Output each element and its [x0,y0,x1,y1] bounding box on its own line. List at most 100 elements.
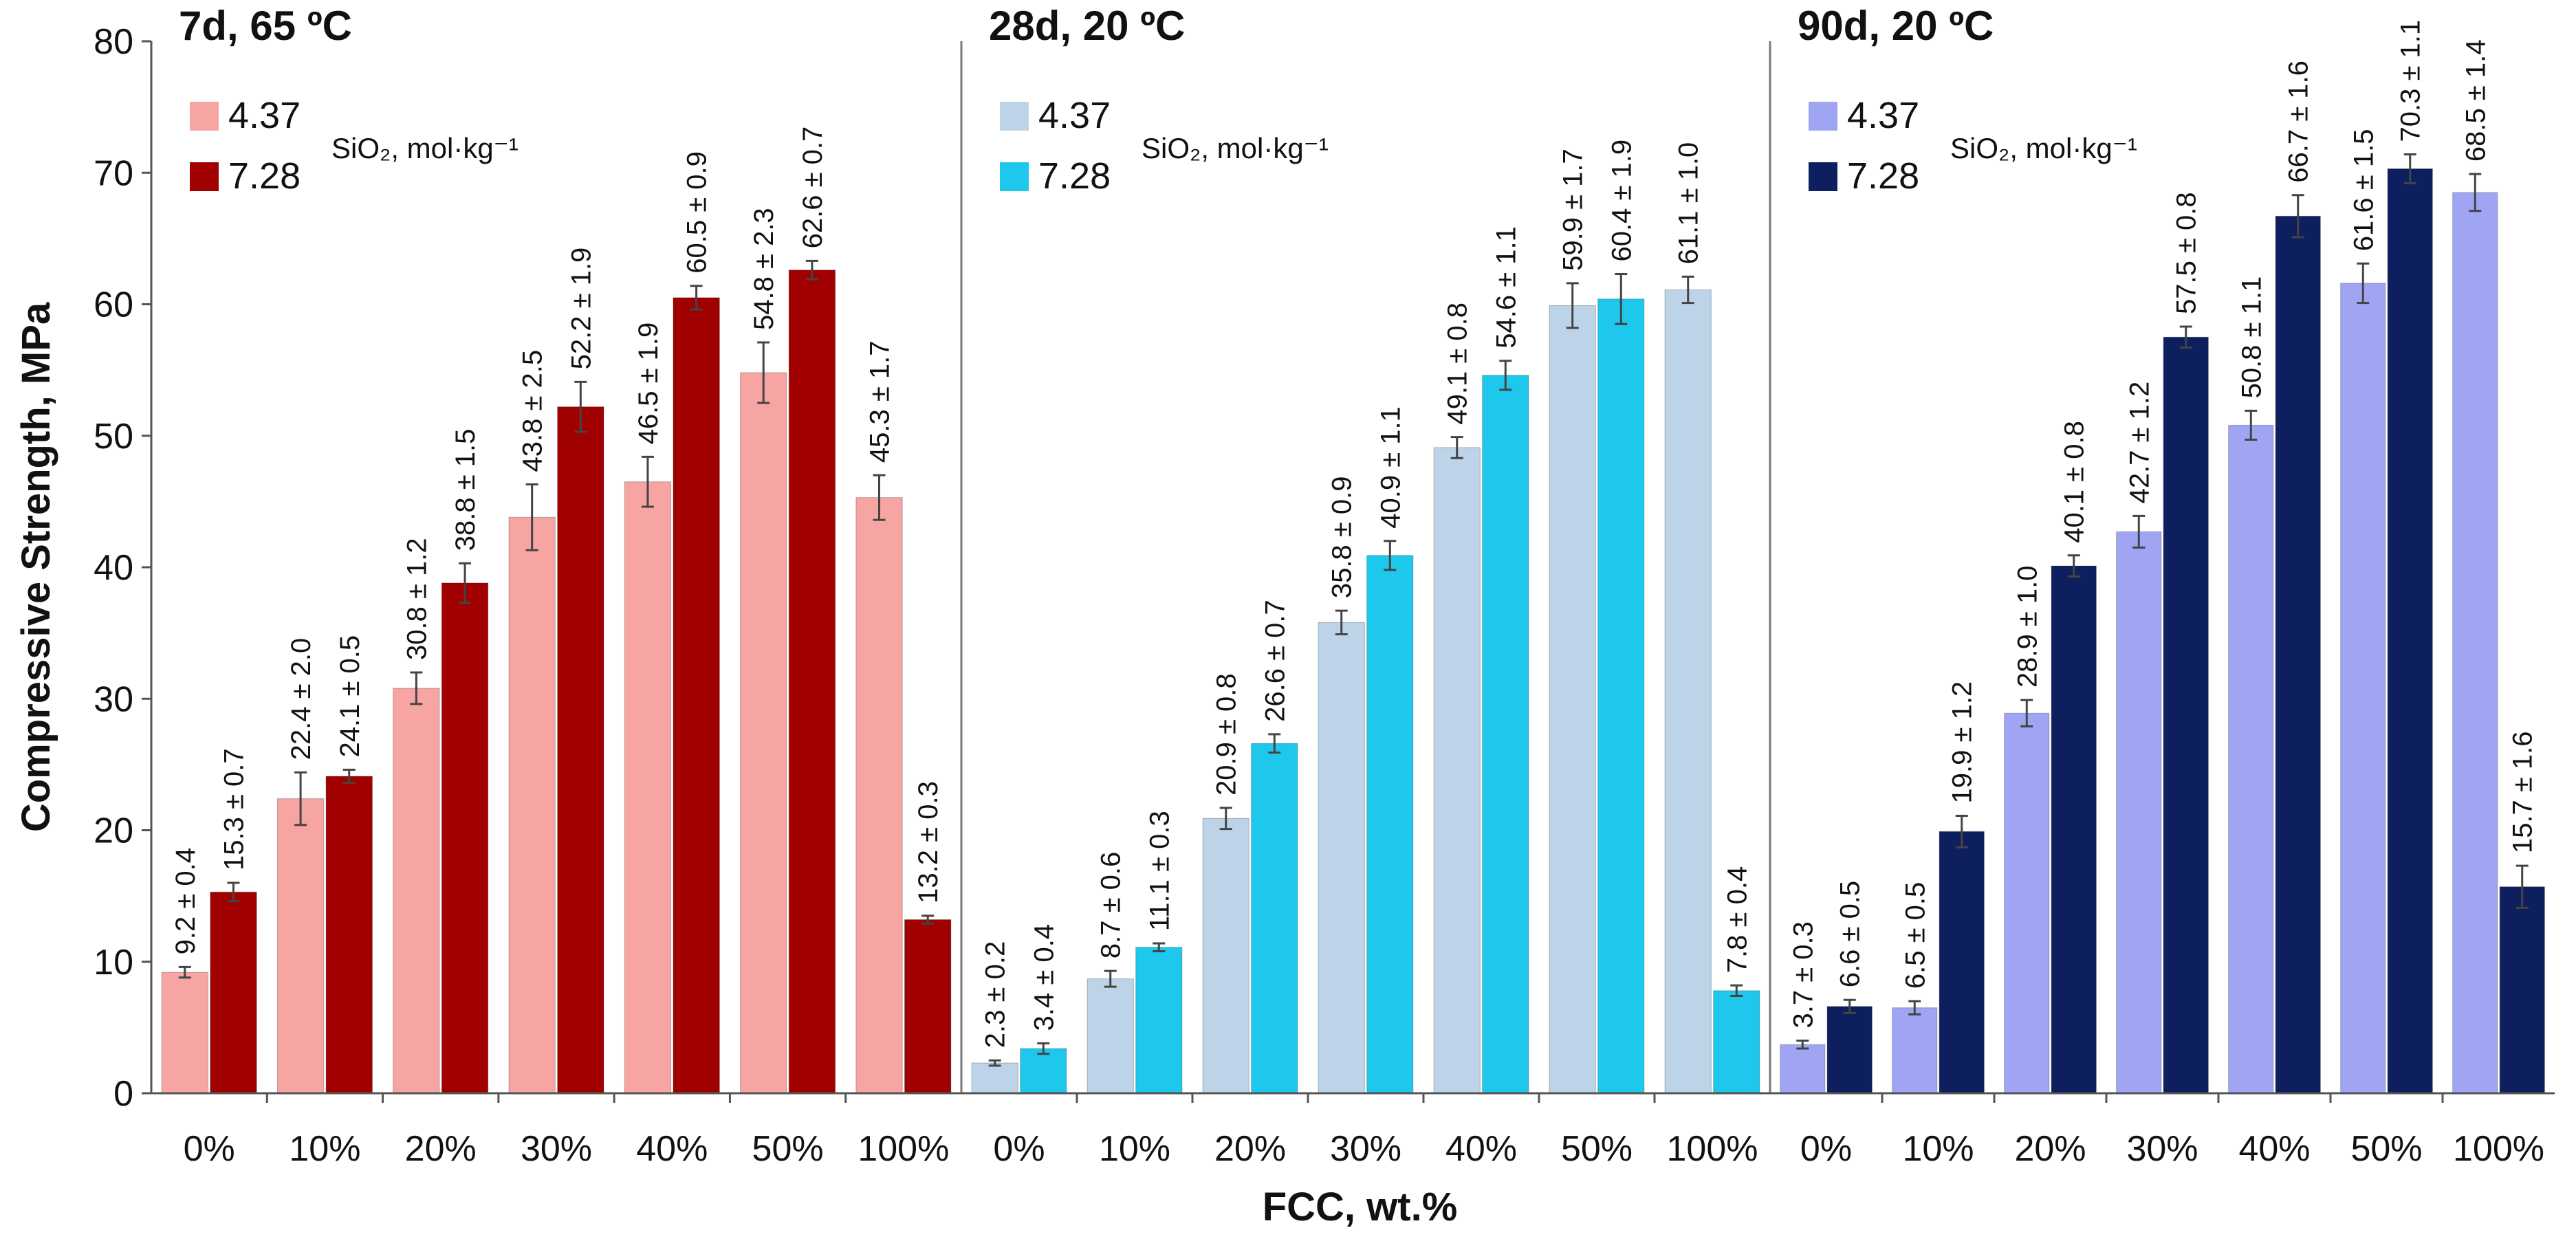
data-label: 66.7 ± 1.6 [2284,61,2314,183]
bar [1939,831,1985,1094]
bar [673,297,720,1094]
bar [2275,215,2321,1094]
legends-layer: 4.37 7.28 SiO₂, mol·kg⁻¹ 4.37 7.28 SiO₂, mol·… [190,95,2137,197]
data-label: 40.9 ± 1.1 [1375,406,1406,529]
data-label: 50.8 ± 1.1 [2236,276,2267,399]
bar [1251,743,1298,1094]
y-tick-label: 70 [94,153,133,193]
y-axis-title: Compressive Strength, MPa [14,302,58,832]
data-label: 13.2 ± 0.3 [913,781,943,903]
bar [788,270,836,1094]
x-tick-label: 0% [184,1129,235,1169]
data-label: 43.8 ± 2.5 [518,350,548,472]
bar [2387,168,2433,1094]
x-tick-label: 100% [2453,1129,2544,1169]
x-tick-label: 20% [405,1129,477,1169]
x-tick-label: 40% [2238,1129,2310,1169]
bar [1780,1044,1826,1094]
legend-unit-label: SiO₂, mol·kg⁻¹ [1142,132,1329,164]
y-tick-label: 0 [113,1074,133,1114]
bar [1366,555,1414,1094]
data-label: 30.8 ± 1.2 [402,538,432,660]
data-label: 15.3 ± 0.7 [219,748,249,870]
error-bars-layer [178,153,2529,1067]
bar [2452,192,2498,1094]
bar [2051,565,2097,1094]
x-tick-label: 50% [1561,1129,1633,1169]
x-tick-label: 100% [1667,1129,1758,1169]
data-label: 60.4 ± 1.9 [1606,140,1637,262]
legend-label: 7.28 [1038,155,1111,197]
x-tick-label: 0% [1800,1129,1852,1169]
bar [855,497,903,1094]
bar [904,919,952,1094]
y-tick-label: 80 [94,22,133,62]
legend-label: 7.28 [1847,155,1919,197]
bar [1597,298,1645,1094]
data-label: 3.7 ± 0.3 [1788,921,1818,1028]
bar [276,798,325,1094]
data-label: 62.6 ± 0.7 [798,127,828,249]
data-label: 20.9 ± 0.8 [1212,673,1242,796]
x-tick-label: 30% [1330,1129,1401,1169]
bar [1549,305,1596,1094]
bar [1318,622,1365,1094]
bar [2004,712,2050,1094]
data-label: 6.5 ± 0.5 [1900,882,1930,989]
data-label: 52.2 ± 1.9 [566,248,596,370]
y-tick-label: 20 [94,811,133,851]
x-tick-label: 20% [1214,1129,1286,1169]
data-label: 24.1 ± 0.5 [335,635,365,758]
x-tick-label: 30% [2126,1129,2198,1169]
legend-label: 4.37 [1038,95,1111,136]
x-tick-label: 100% [858,1129,949,1169]
bar [1482,375,1529,1094]
data-label: 54.6 ± 1.1 [1491,226,1521,349]
data-label: 28.9 ± 1.0 [2012,566,2042,688]
y-tick-label: 60 [94,285,133,325]
x-tick-label: 20% [2014,1129,2086,1169]
panel-titles-layer: 7d, 65 ºC 28d, 20 ºC 90d, 20 ºC [179,3,1994,49]
data-label: 7.8 ± 0.4 [1722,866,1752,973]
x-tick-label: 50% [2350,1129,2422,1169]
legend-swatch [1000,162,1029,191]
legend-swatch [1809,162,1837,191]
panel-dividers [960,41,1771,1093]
data-label: 3.4 ± 0.4 [1029,924,1059,1031]
bar [161,972,208,1094]
data-label: 11.1 ± 0.3 [1144,811,1175,931]
x-tick-label: 10% [1902,1129,1974,1169]
x-tick-label: 10% [1099,1129,1170,1169]
data-label: 45.3 ± 1.7 [865,340,895,463]
bar [2228,424,2274,1094]
legend-swatch [1809,102,1837,131]
data-label: 35.8 ± 0.9 [1327,476,1357,598]
bar [2163,336,2209,1094]
data-label: 6.6 ± 0.5 [1835,881,1866,987]
x-tick-label: 0% [993,1129,1045,1169]
data-label: 22.4 ± 2.0 [286,638,316,760]
bar [210,891,257,1094]
bar [1826,1006,1873,1094]
data-label: 68.5 ± 1.4 [2460,40,2491,162]
data-label: 59.9 ± 1.7 [1558,149,1589,271]
bar [2116,531,2162,1094]
panel-title: 28d, 20 ºC [989,3,1185,49]
x-tick-label: 40% [1445,1129,1517,1169]
bar [325,776,373,1094]
y-tick-label: 30 [94,679,133,719]
legend-label: 4.37 [1847,95,1919,136]
bar [1433,447,1481,1094]
data-label: 60.5 ± 0.9 [682,151,712,274]
value-labels-layer: 9.2 ± 0.4 22.4 ± 2.0 30.8 ± 1.2 43.8 ± 2.5 4… [171,20,2538,1048]
bar [1713,990,1760,1094]
x-tick-label: 30% [521,1129,592,1169]
data-label: 57.5 ± 0.8 [2172,192,2202,314]
data-label: 61.1 ± 1.0 [1674,142,1704,265]
legend-unit-label: SiO₂, mol·kg⁻¹ [1950,132,2137,164]
bar [1087,978,1134,1094]
data-label: 42.7 ± 1.2 [2124,382,2154,504]
legend-unit-label: SiO₂, mol·kg⁻¹ [331,132,519,164]
bar [971,1062,1018,1094]
